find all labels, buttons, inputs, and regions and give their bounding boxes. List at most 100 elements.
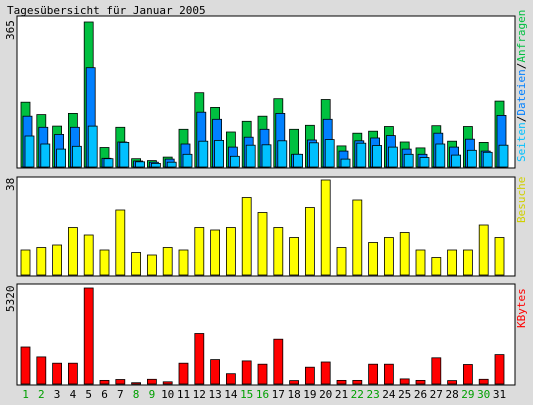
bar-seiten-day-14 — [229, 155, 240, 168]
x-tick-day-4: 4 — [70, 388, 77, 401]
bar-besuche-day-24 — [383, 237, 394, 276]
bar-besuche-day-13 — [210, 229, 221, 276]
bar-besuche-day-27 — [431, 257, 442, 276]
ymax-label-hits: 365 — [4, 20, 17, 40]
bar-kbytes-day-15 — [241, 360, 252, 385]
bar-besuche-day-18 — [289, 237, 300, 276]
ymax-label-kbytes: 5320 — [4, 286, 17, 313]
bar-kbytes-day-4 — [68, 362, 78, 385]
x-tick-day-24: 24 — [382, 388, 396, 401]
x-tick-day-16: 16 — [256, 388, 269, 401]
bar-besuche-day-23 — [368, 242, 379, 276]
x-tick-day-30: 30 — [477, 388, 490, 401]
bar-seiten-day-9 — [150, 162, 161, 168]
bar-kbytes-day-25 — [399, 378, 410, 385]
bar-seiten-day-26 — [419, 157, 430, 168]
legend-seiten: Seiten — [515, 122, 528, 162]
bar-seiten-day-4 — [72, 145, 82, 168]
bar-kbytes-day-10 — [162, 381, 173, 385]
x-tick-day-19: 19 — [303, 388, 316, 401]
bar-besuche-day-10 — [162, 247, 173, 276]
bar-kbytes-day-20 — [320, 361, 331, 385]
bar-seiten-day-15 — [245, 144, 256, 168]
bar-besuche-day-30 — [478, 224, 489, 276]
bar-besuche-day-2 — [36, 247, 47, 276]
bar-besuche-day-17 — [273, 227, 284, 276]
bar-kbytes-day-3 — [52, 362, 62, 385]
bar-besuche-day-4 — [68, 227, 78, 276]
bar-seiten-day-29 — [466, 149, 477, 168]
bar-seiten-day-23 — [372, 145, 383, 168]
bar-kbytes-day-9 — [146, 378, 157, 385]
x-tick-day-11: 11 — [177, 388, 190, 401]
bar-seiten-day-8 — [135, 161, 146, 168]
bar-besuche-day-29 — [462, 249, 473, 276]
x-tick-day-23: 23 — [366, 388, 379, 401]
bar-seiten-day-27 — [435, 143, 446, 168]
bar-seiten-day-3 — [56, 148, 66, 168]
x-tick-day-26: 26 — [414, 388, 427, 401]
bar-besuche-day-14 — [225, 227, 236, 276]
legend-dateien: Dateien — [515, 69, 528, 115]
x-tick-day-25: 25 — [398, 388, 411, 401]
bar-seiten-day-28 — [451, 154, 462, 168]
bar-besuche-day-16 — [257, 212, 268, 276]
x-tick-day-15: 15 — [240, 388, 253, 401]
bar-kbytes-day-31 — [494, 354, 505, 385]
x-tick-day-6: 6 — [101, 388, 108, 401]
bar-besuche-day-6 — [99, 249, 110, 276]
legend-anfragen: Anfragen — [515, 10, 528, 63]
bar-kbytes-day-6 — [99, 379, 110, 385]
legend-hits: Seiten/Dateien/Anfragen — [515, 10, 528, 162]
bar-kbytes-day-14 — [225, 373, 236, 385]
bar-besuche-day-19 — [304, 207, 315, 276]
bar-seiten-day-12 — [198, 140, 209, 168]
bar-besuche-day-22 — [352, 199, 363, 276]
bar-kbytes-day-11 — [178, 362, 189, 385]
x-tick-day-13: 13 — [208, 388, 221, 401]
bar-seiten-day-10 — [166, 161, 177, 168]
bars-besuche — [20, 179, 505, 276]
x-tick-day-10: 10 — [161, 388, 174, 401]
bar-seiten-day-5 — [87, 125, 98, 168]
legend-kbytes: KBytes — [515, 288, 528, 328]
bar-kbytes-day-5 — [83, 287, 94, 385]
bar-kbytes-day-23 — [368, 363, 379, 385]
bar-kbytes-day-16 — [257, 363, 268, 385]
legend-besuche: Besuche — [515, 177, 528, 223]
x-tick-day-29: 29 — [461, 388, 474, 401]
bar-besuche-day-20 — [320, 179, 331, 276]
x-tick-day-14: 14 — [224, 388, 238, 401]
bar-seiten-day-21 — [340, 158, 351, 168]
bars-hits — [20, 21, 509, 168]
x-tick-day-1: 1 — [22, 388, 29, 401]
bar-kbytes-day-27 — [431, 357, 442, 385]
bar-besuche-day-31 — [494, 237, 505, 276]
bar-besuche-day-11 — [178, 249, 189, 276]
bar-kbytes-day-2 — [36, 356, 47, 385]
ymax-label-besuche: 38 — [4, 178, 17, 191]
chart-title: Tagesübersicht für Januar 2005 — [7, 4, 206, 17]
bar-seiten-day-17 — [277, 140, 288, 168]
bar-besuche-day-26 — [415, 249, 426, 276]
x-tick-day-18: 18 — [287, 388, 300, 401]
bar-seiten-day-13 — [214, 139, 225, 168]
bars-kbytes — [20, 287, 505, 385]
x-tick-day-17: 17 — [272, 388, 285, 401]
x-tick-day-27: 27 — [430, 388, 443, 401]
legend-sep-2: / — [515, 63, 528, 70]
bar-seiten-day-19 — [308, 142, 319, 168]
bar-besuche-day-9 — [146, 254, 157, 276]
bar-kbytes-day-8 — [131, 382, 142, 385]
bar-besuche-day-12 — [194, 227, 205, 276]
bar-besuche-day-28 — [447, 249, 458, 276]
x-tick-day-20: 20 — [319, 388, 332, 401]
bar-besuche-day-5 — [83, 234, 94, 276]
bar-kbytes-day-24 — [383, 363, 394, 385]
x-tick-day-22: 22 — [351, 388, 364, 401]
bar-besuche-day-8 — [131, 252, 142, 276]
bar-kbytes-day-13 — [210, 359, 221, 385]
bar-besuche-day-15 — [241, 197, 252, 276]
bar-seiten-day-6 — [103, 158, 114, 168]
legend-sep-1: / — [515, 116, 528, 123]
